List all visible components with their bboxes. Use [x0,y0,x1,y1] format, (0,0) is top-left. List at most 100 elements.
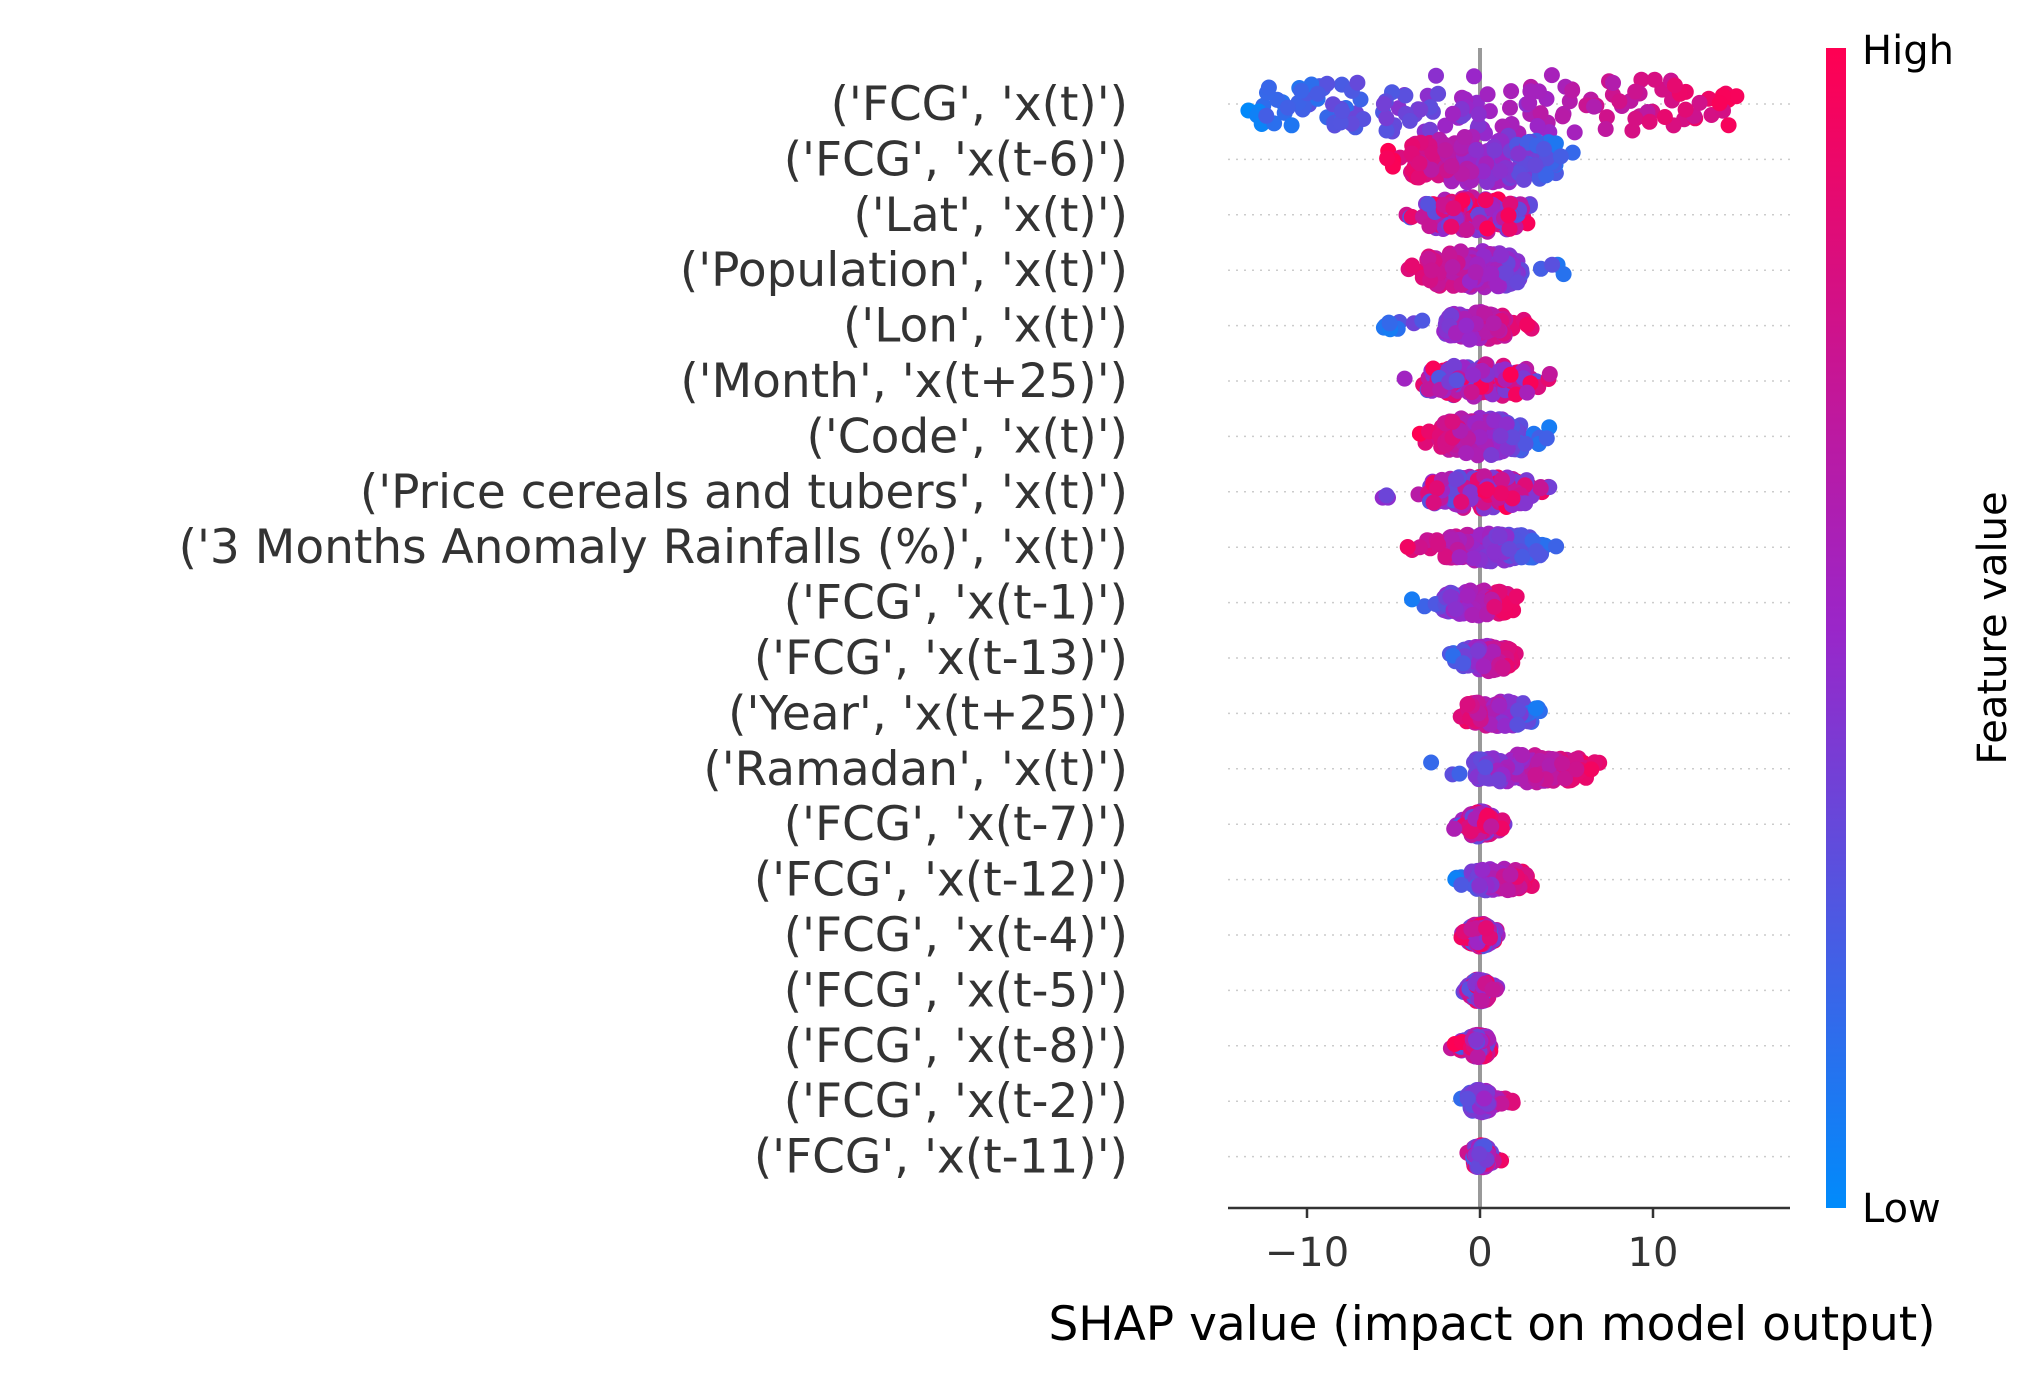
shap-point [1491,697,1508,714]
shap-point [1691,94,1708,111]
shap-point [1486,543,1503,560]
feature-label: ('FCG', 'x(t-12)') [754,853,1128,908]
shap-point [1543,67,1560,84]
feature-label: ('Code', 'x(t)') [807,409,1128,464]
shap-point [1465,550,1482,567]
shap-point [1597,121,1614,137]
shap-point [1515,171,1532,188]
shap-point [1473,992,1490,1009]
shap-point [1403,208,1420,225]
shap-point [1471,429,1488,446]
shap-point [1445,200,1462,217]
shap-point [1293,82,1310,99]
shap-point [1528,543,1545,560]
feature-labels: ('FCG', 'x(t)')('FCG', 'x(t-6)')('Lat', … [179,77,1128,1185]
shap-point [1428,67,1444,84]
shap-point [1437,117,1454,134]
shap-point [1538,167,1555,184]
shap-point [1598,109,1615,126]
shap-point [1468,1031,1484,1048]
shap-point [1423,161,1440,178]
shap-point [1309,85,1326,102]
shap-point [1641,113,1658,130]
shap-point [1446,820,1463,837]
shap-point [1479,86,1496,103]
shap-point [1486,142,1503,159]
shap-point [1611,93,1628,110]
shap-point [1517,495,1534,512]
shap-point [1456,129,1473,145]
shap-point [1467,264,1484,281]
shap-point [1404,591,1420,608]
shap-point [1443,218,1460,235]
shap-point [1477,759,1494,776]
shap-point [1404,257,1420,274]
shap-point [1477,192,1494,209]
shap-point [1458,221,1475,238]
shap-point [1485,315,1502,332]
shap-point [1711,95,1728,112]
shap-point [1468,142,1485,158]
shap-point [1471,877,1488,894]
shap-point [1510,702,1527,719]
shap-point [1378,110,1395,127]
shap-point [1502,195,1519,212]
shap-point [1499,882,1516,899]
shap-point [1541,757,1558,774]
shap-point [1283,117,1300,134]
shap-point [1458,317,1475,334]
shap-point [1483,447,1500,463]
shap-point [1493,1095,1510,1112]
x-axis-ticks: −10 0 10 [1265,1208,1679,1276]
shap-point [1490,771,1507,788]
shap-point [1279,99,1296,116]
shap-point [1401,112,1418,129]
feature-label: ('Lon', 'x(t)') [843,299,1128,354]
shap-point [1486,598,1503,615]
shap-points [1240,67,1745,1176]
shap-point [1420,381,1437,398]
colorbar [1826,48,1846,1208]
shap-point [1605,74,1621,91]
feature-label: ('FCG', 'x(t-4)') [784,908,1128,963]
shap-point [1425,494,1442,511]
shap-point [1470,642,1487,659]
shap-point [1720,117,1737,134]
shap-point [1448,372,1465,389]
shap-point [1455,655,1472,672]
shap-point [1535,141,1552,157]
shap-point [1471,1146,1488,1162]
shap-point [1514,548,1531,565]
shap-point [1258,107,1275,124]
shap-point [1541,366,1558,382]
shap-point [1469,1048,1486,1065]
shap-point [1437,142,1454,159]
shap-point [1557,770,1574,787]
shap-point [1444,413,1461,430]
shap-point [1627,110,1644,127]
shap-point [1397,87,1414,104]
shap-point [1544,256,1561,273]
x-tick-label: 0 [1467,1230,1492,1276]
shap-point [1538,430,1555,447]
shap-point [1453,493,1470,510]
shap-point [1453,876,1470,893]
feature-label: ('Year', 'x(t+25)') [728,686,1128,741]
shap-point [1463,921,1480,938]
shap-point [1527,700,1544,717]
shap-point [1501,220,1518,237]
shap-point [1443,158,1460,175]
shap-point [1461,331,1478,348]
shap-point [1396,370,1413,387]
x-tick-label: 10 [1628,1230,1679,1276]
shap-point [1517,435,1534,452]
shap-point [1459,696,1476,713]
shap-point [1423,754,1440,771]
feature-label: ('FCG', 'x(t-1)') [784,576,1128,631]
shap-point [1447,601,1464,618]
shap-point [1459,587,1476,604]
feature-label: ('FCG', 'x(t-11)') [754,1130,1128,1185]
shap-point [1521,94,1538,111]
shap-point [1510,145,1527,162]
